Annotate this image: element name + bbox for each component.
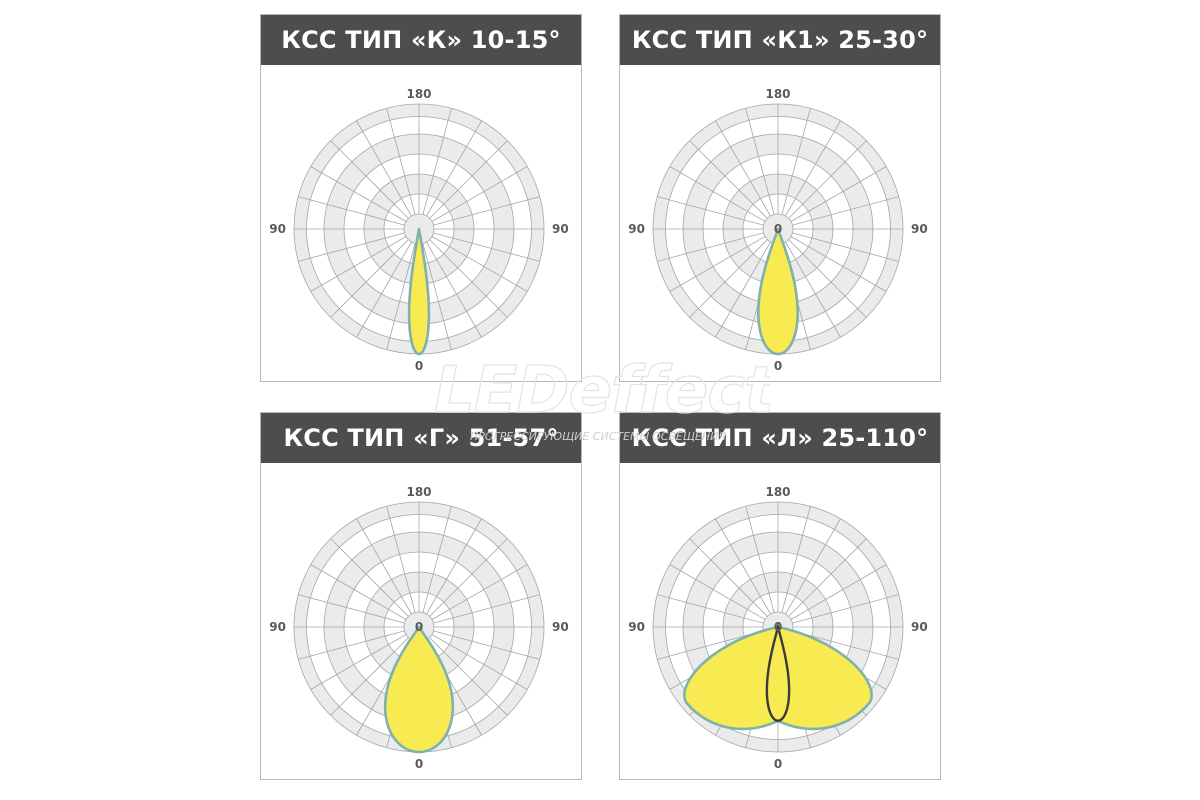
- angle-label-left: 90: [628, 222, 645, 236]
- polar-spoke: [310, 564, 407, 620]
- chart-panel-4: КСС ТИП «Л» 25-110° 180 90 90 0 0: [619, 412, 941, 780]
- polar-spoke: [356, 120, 412, 217]
- polar-spoke: [386, 243, 416, 350]
- polar-spoke: [298, 630, 405, 660]
- chart-panel-1: КСС ТИП «К» 10-15° 180 90 90 0: [260, 14, 582, 382]
- polar-spoke: [669, 564, 766, 620]
- polar-spoke: [781, 506, 811, 613]
- polar-spoke: [330, 140, 409, 219]
- angle-label-right: 90: [911, 222, 928, 236]
- angle-label-center: 0: [415, 620, 423, 634]
- lobe-outline-1: [765, 622, 791, 722]
- polar-spoke: [781, 108, 811, 215]
- polar-spoke: [790, 564, 887, 620]
- angle-label-right: 90: [911, 620, 928, 634]
- polar-spoke: [790, 236, 887, 292]
- polar-spoke: [715, 241, 771, 338]
- polar-spoke: [792, 196, 899, 226]
- polar-spoke: [431, 634, 528, 690]
- polar-spoke: [426, 120, 482, 217]
- polar-spoke: [310, 166, 407, 222]
- polar-spoke: [669, 236, 766, 292]
- polar-spoke: [715, 518, 771, 615]
- polar-spoke: [433, 630, 540, 660]
- polar-spoke: [785, 518, 841, 615]
- polar-spoke: [330, 637, 409, 716]
- polar-chart-1: 180 90 90 0: [269, 87, 569, 373]
- polar-spoke: [431, 564, 528, 620]
- polar-spoke: [426, 518, 482, 615]
- polar-spoke: [433, 196, 540, 226]
- chart-title-4: КСС ТИП «Л» 25-110°: [620, 413, 940, 463]
- polar-spoke: [429, 637, 508, 716]
- polar-spoke: [689, 140, 768, 219]
- light-distribution-lobe-0: [757, 227, 799, 356]
- polar-spoke: [429, 239, 508, 318]
- polar-spoke: [745, 108, 775, 215]
- chart-title-1: КСС ТИП «К» 10-15°: [261, 15, 581, 65]
- polar-spoke: [298, 196, 405, 226]
- polar-spoke: [386, 108, 416, 215]
- polar-spoke: [330, 239, 409, 318]
- polar-spoke: [657, 196, 764, 226]
- polar-spoke: [792, 232, 899, 262]
- angle-label-top: 180: [406, 87, 431, 101]
- polar-spoke: [298, 594, 405, 624]
- polar-spoke: [689, 538, 768, 617]
- polar-spoke: [785, 241, 841, 338]
- polar-spoke: [422, 108, 452, 215]
- light-distribution-lobe-0: [407, 227, 431, 356]
- angle-label-top: 180: [765, 87, 790, 101]
- angle-label-left: 90: [628, 620, 645, 634]
- angle-label-left: 90: [269, 222, 286, 236]
- chart-panel-3: КСС ТИП «Г» 51-57° 180 90 90 0 0: [260, 412, 582, 780]
- polar-spoke: [790, 166, 887, 222]
- polar-spoke: [788, 538, 867, 617]
- polar-spoke: [657, 232, 764, 262]
- polar-chart-2: 180 90 90 0 0: [628, 87, 928, 373]
- angle-label-bottom: 0: [774, 359, 782, 373]
- chart-title-3: КСС ТИП «Г» 51-57°: [261, 413, 581, 463]
- angle-label-right: 90: [552, 222, 569, 236]
- polar-spoke: [310, 634, 407, 690]
- angle-label-bottom: 0: [415, 359, 423, 373]
- angle-label-right: 90: [552, 620, 569, 634]
- polar-spoke: [788, 140, 867, 219]
- angle-label-bottom: 0: [415, 757, 423, 771]
- polar-spoke: [715, 120, 771, 217]
- polar-spoke: [429, 140, 508, 219]
- chart-panel-2: КСС ТИП «К1» 25-30° 180 90 90 0 0: [619, 14, 941, 382]
- polar-spoke: [689, 239, 768, 318]
- polar-chart-4: 180 90 90 0 0: [628, 485, 928, 771]
- angle-label-left: 90: [269, 620, 286, 634]
- polar-spoke: [433, 232, 540, 262]
- polar-spoke: [788, 239, 867, 318]
- polar-spoke: [657, 594, 764, 624]
- polar-spoke: [310, 236, 407, 292]
- polar-spoke: [431, 236, 528, 292]
- chart-title-2: КСС ТИП «К1» 25-30°: [620, 15, 940, 65]
- angle-label-center: 0: [774, 222, 782, 236]
- polar-spoke: [330, 538, 409, 617]
- polar-spoke: [429, 538, 508, 617]
- polar-spoke: [356, 518, 412, 615]
- polar-spoke: [422, 506, 452, 613]
- polar-spoke: [792, 594, 899, 624]
- polar-spoke: [298, 232, 405, 262]
- polar-spoke: [431, 166, 528, 222]
- angle-label-center: 0: [774, 620, 782, 634]
- polar-spoke: [669, 166, 766, 222]
- angle-label-bottom: 0: [774, 757, 782, 771]
- polar-spoke: [785, 120, 841, 217]
- angle-label-top: 180: [765, 485, 790, 499]
- polar-spoke: [422, 243, 452, 350]
- polar-spoke: [356, 241, 412, 338]
- light-distribution-lobe-0: [383, 625, 455, 754]
- polar-spoke: [386, 506, 416, 613]
- polar-spoke: [426, 241, 482, 338]
- polar-chart-3: 180 90 90 0 0: [269, 485, 569, 771]
- polar-spoke: [433, 594, 540, 624]
- polar-spoke: [745, 506, 775, 613]
- angle-label-top: 180: [406, 485, 431, 499]
